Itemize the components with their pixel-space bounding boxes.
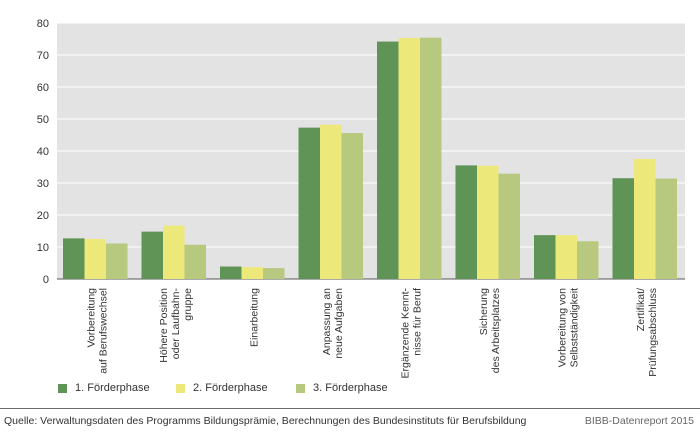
category-label: neue Aufgaben (333, 288, 345, 359)
footer-divider (0, 408, 700, 409)
category-labels: Vorbereitung auf Berufswechsel Höhere Posi… (85, 288, 659, 379)
legend-swatch (176, 383, 185, 393)
bar (84, 239, 106, 279)
bar (498, 173, 520, 279)
category-label: auf Berufswechsel (97, 288, 109, 374)
y-tick-label: 40 (37, 146, 49, 158)
y-tick-label: 10 (37, 242, 49, 254)
category-label: Sicherung (478, 288, 490, 335)
category-label: Einarbeitung (248, 288, 260, 347)
bar (220, 266, 242, 279)
bar (555, 235, 577, 279)
legend-label: 2. Förderphase (193, 382, 268, 394)
bar (420, 37, 442, 279)
y-tick-label: 80 (37, 18, 49, 30)
bar (612, 178, 634, 279)
bar (534, 235, 556, 279)
legend-item: 1. Förderphase (58, 382, 150, 394)
bar (634, 159, 656, 279)
y-tick-label: 0 (43, 274, 49, 286)
category-label: des Arbeitsplatzes (490, 288, 502, 373)
y-axis-ticks: 0 10 20 30 40 50 60 70 80 (37, 18, 49, 286)
bars (63, 37, 677, 280)
y-tick-label: 20 (37, 210, 49, 222)
legend-label: 1. Förderphase (75, 382, 150, 394)
legend-item: 2. Förderphase (176, 382, 268, 394)
bar (577, 241, 599, 279)
legend-item: 3. Förderphase (296, 382, 388, 394)
category-label: nisse für Beruf (411, 288, 423, 356)
source-note: Quelle: Verwaltungsdaten des Programms B… (4, 415, 527, 427)
report-credit: BIBB-Datenreport 2015 (584, 415, 694, 427)
y-tick-label: 30 (37, 178, 49, 190)
bar (398, 38, 420, 279)
category-label: Vorbereitung von (556, 288, 568, 368)
category-label: oder Laufbahn- (170, 288, 182, 360)
bar (184, 244, 206, 279)
legend-label: 3. Förderphase (313, 382, 388, 394)
bar (477, 165, 499, 279)
category-label: Zertifikat/ (635, 288, 647, 331)
legend-swatch (58, 383, 67, 393)
bar (341, 133, 363, 279)
bar (455, 165, 477, 279)
category-label: Anpassung an (321, 288, 333, 355)
bar (63, 238, 85, 279)
bar-chart: 0 10 20 30 40 50 60 70 80 Vorbereitung auf Berufs… (37, 18, 685, 379)
category-label: Prüfungsabschluss (647, 288, 659, 377)
legend: 1. Förderphase 2. Förderphase 3. Förderpha… (0, 382, 700, 400)
category-label: Vorbereitung (85, 288, 97, 348)
bar (320, 124, 342, 279)
bar (106, 243, 128, 279)
y-tick-label: 50 (37, 114, 49, 126)
bar (655, 178, 677, 279)
category-label: Höhere Position (158, 288, 170, 363)
y-tick-label: 70 (37, 50, 49, 62)
legend-swatch (296, 383, 305, 393)
bar (163, 225, 185, 279)
bar (377, 41, 399, 280)
bar (263, 268, 285, 279)
bar (298, 127, 320, 279)
bar (141, 231, 163, 279)
y-tick-label: 60 (37, 82, 49, 94)
category-label: gruppe (182, 288, 194, 321)
category-label: Ergänzende Kennt- (399, 288, 411, 379)
bar (241, 267, 263, 279)
category-label: Selbstständigkeit (568, 288, 580, 367)
